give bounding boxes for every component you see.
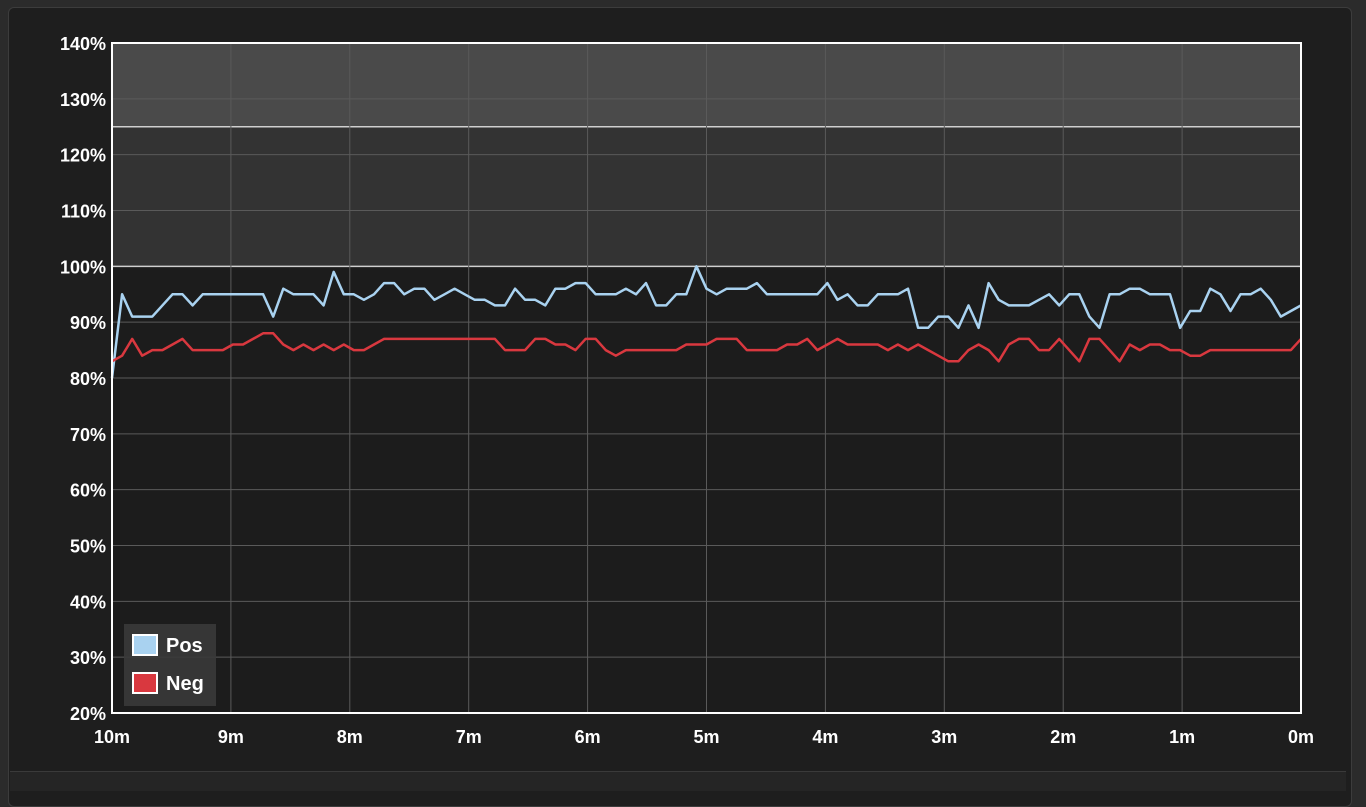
x-tick-label: 10m xyxy=(94,727,130,747)
x-tick-label: 2m xyxy=(1050,727,1076,747)
x-tick-label: 3m xyxy=(931,727,957,747)
y-tick-label: 20% xyxy=(70,704,106,724)
y-tick-label: 110% xyxy=(61,202,106,222)
legend-swatch-neg xyxy=(134,674,156,692)
x-axis-tick-labels: 10m 9m 8m 7m 6m 5m 4m 3m 2m 1m 0m xyxy=(94,727,1314,747)
x-tick-label: 0m xyxy=(1288,727,1314,747)
series-line-pos xyxy=(110,265,1302,379)
series-lines xyxy=(110,265,1302,379)
y-tick-label: 50% xyxy=(70,537,106,557)
y-tick-label: 60% xyxy=(70,481,106,501)
footer-bar xyxy=(10,771,1346,791)
y-tick-label: 90% xyxy=(70,313,106,333)
x-tick-label: 7m xyxy=(456,727,482,747)
y-tick-label: 140% xyxy=(60,34,106,54)
x-tick-label: 8m xyxy=(337,727,363,747)
x-tick-label: 5m xyxy=(693,727,719,747)
x-tick-label: 1m xyxy=(1169,727,1195,747)
y-tick-label: 120% xyxy=(60,146,106,166)
y-tick-label: 130% xyxy=(60,90,106,110)
legend-swatch-pos xyxy=(134,636,156,654)
legend-label-pos: Pos xyxy=(166,635,203,657)
x-tick-label: 4m xyxy=(812,727,838,747)
x-tick-label: 6m xyxy=(575,727,601,747)
legend-label-neg: Neg xyxy=(166,673,204,695)
plot-border xyxy=(111,42,1302,714)
y-tick-label: 100% xyxy=(60,257,106,277)
y-tick-label: 30% xyxy=(70,648,106,668)
y-tick-label: 70% xyxy=(70,425,106,445)
grid-lines xyxy=(111,42,1302,714)
y-tick-label: 80% xyxy=(70,369,106,389)
y-axis-tick-labels: 20% 30% 40% 50% 60% 70% 80% 90% 100% 110% 120% 130%… xyxy=(60,34,106,724)
legend: Pos Neg xyxy=(124,624,216,706)
series-line-neg xyxy=(111,332,1302,363)
y-tick-label: 40% xyxy=(70,592,106,612)
x-tick-label: 9m xyxy=(218,727,244,747)
